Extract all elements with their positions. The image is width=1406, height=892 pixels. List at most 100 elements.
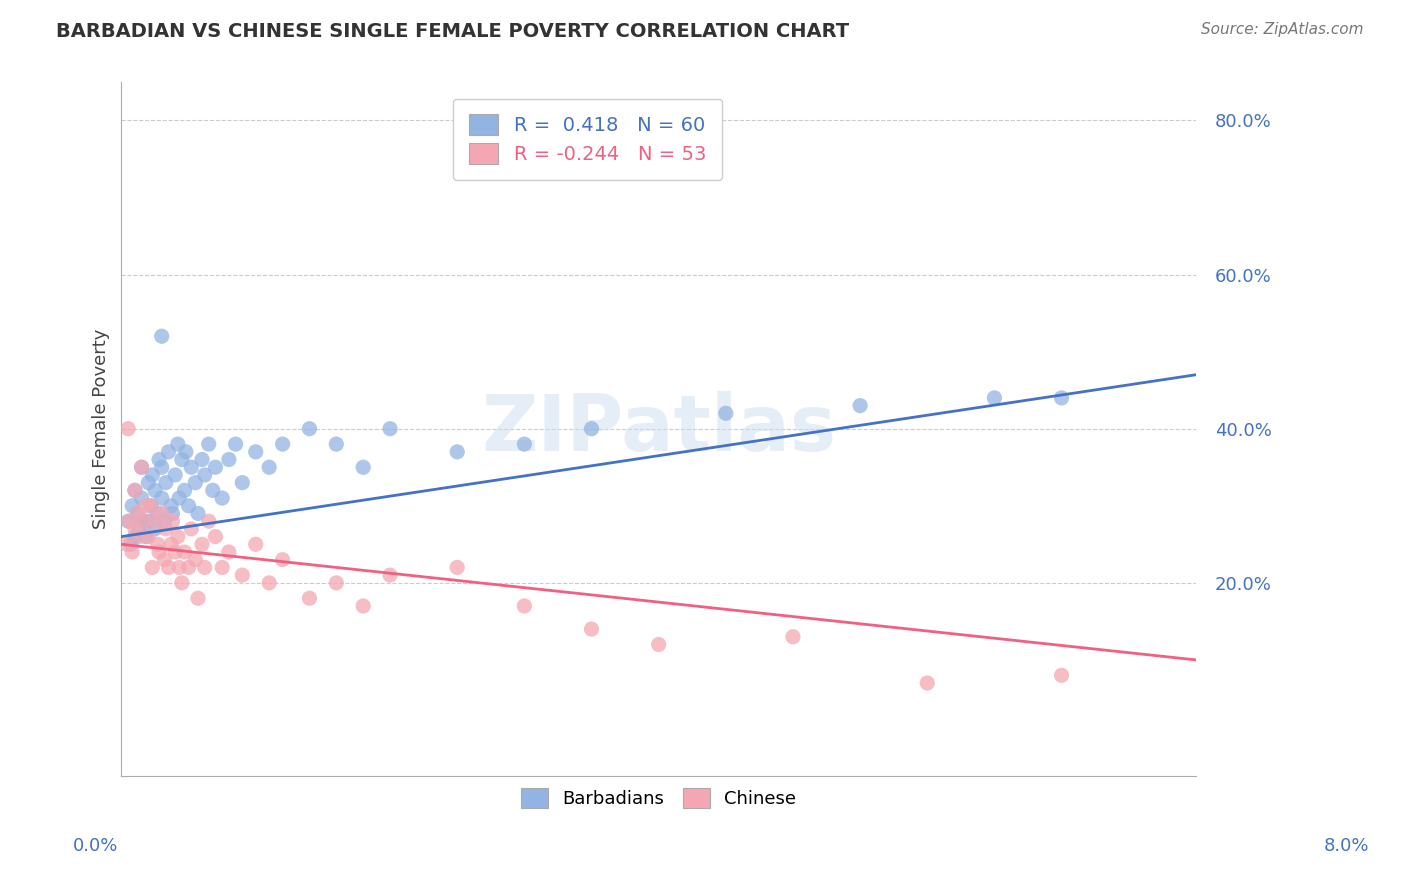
Point	[118, 514, 141, 528]
Point	[917, 676, 939, 690]
Point	[191, 537, 214, 551]
Point	[162, 507, 184, 521]
Point	[162, 514, 184, 528]
Point	[160, 537, 183, 551]
Point	[1050, 668, 1073, 682]
Point	[378, 568, 401, 582]
Point	[446, 560, 468, 574]
Point	[849, 399, 872, 413]
Point	[128, 530, 150, 544]
Point	[1050, 391, 1073, 405]
Point	[136, 514, 159, 528]
Point	[271, 437, 294, 451]
Point	[211, 560, 233, 574]
Point	[155, 475, 177, 490]
Point	[131, 460, 153, 475]
Point	[166, 530, 188, 544]
Point	[157, 560, 180, 574]
Point	[201, 483, 224, 498]
Point	[153, 514, 176, 528]
Point	[131, 491, 153, 505]
Point	[148, 545, 170, 559]
Legend: Barbadians, Chinese: Barbadians, Chinese	[515, 780, 803, 815]
Point	[170, 575, 193, 590]
Point	[298, 422, 321, 436]
Point	[225, 437, 247, 451]
Point	[187, 591, 209, 606]
Point	[135, 499, 157, 513]
Point	[325, 437, 347, 451]
Point	[174, 445, 197, 459]
Point	[204, 460, 226, 475]
Point	[218, 452, 240, 467]
Point	[204, 530, 226, 544]
Point	[218, 545, 240, 559]
Point	[136, 475, 159, 490]
Point	[157, 445, 180, 459]
Point	[139, 499, 162, 513]
Point	[131, 460, 153, 475]
Point	[352, 460, 374, 475]
Point	[134, 514, 156, 528]
Point	[160, 499, 183, 513]
Point	[325, 575, 347, 590]
Point	[124, 483, 146, 498]
Point	[117, 422, 139, 436]
Point	[513, 599, 536, 613]
Point	[257, 575, 280, 590]
Point	[146, 537, 169, 551]
Point	[197, 514, 219, 528]
Text: ZIPatlas: ZIPatlas	[481, 391, 837, 467]
Point	[141, 560, 163, 574]
Point	[143, 522, 166, 536]
Point	[173, 483, 195, 498]
Point	[135, 530, 157, 544]
Point	[177, 560, 200, 574]
Point	[173, 545, 195, 559]
Point	[139, 499, 162, 513]
Point	[150, 460, 173, 475]
Point	[165, 467, 187, 482]
Point	[197, 437, 219, 451]
Point	[647, 638, 669, 652]
Point	[177, 499, 200, 513]
Point	[165, 545, 187, 559]
Point	[150, 507, 173, 521]
Point	[153, 552, 176, 566]
Point	[245, 537, 267, 551]
Point	[120, 537, 142, 551]
Point	[194, 560, 217, 574]
Point	[167, 491, 190, 505]
Point	[124, 522, 146, 536]
Point	[117, 514, 139, 528]
Point	[170, 452, 193, 467]
Point	[245, 445, 267, 459]
Point	[231, 568, 253, 582]
Point	[180, 522, 202, 536]
Text: BARBADIAN VS CHINESE SINGLE FEMALE POVERTY CORRELATION CHART: BARBADIAN VS CHINESE SINGLE FEMALE POVER…	[56, 22, 849, 41]
Point	[124, 530, 146, 544]
Point	[124, 483, 146, 498]
Point	[127, 507, 149, 521]
Point	[446, 445, 468, 459]
Point	[150, 491, 173, 505]
Point	[146, 507, 169, 521]
Point	[167, 560, 190, 574]
Text: Source: ZipAtlas.com: Source: ZipAtlas.com	[1201, 22, 1364, 37]
Point	[134, 514, 156, 528]
Point	[184, 552, 207, 566]
Point	[231, 475, 253, 490]
Point	[155, 522, 177, 536]
Point	[121, 545, 143, 559]
Point	[211, 491, 233, 505]
Point	[194, 467, 217, 482]
Point	[136, 530, 159, 544]
Point	[143, 483, 166, 498]
Text: 0.0%: 0.0%	[73, 837, 118, 855]
Y-axis label: Single Female Poverty: Single Female Poverty	[93, 328, 110, 529]
Point	[513, 437, 536, 451]
Point	[298, 591, 321, 606]
Point	[271, 552, 294, 566]
Point	[128, 522, 150, 536]
Point	[166, 437, 188, 451]
